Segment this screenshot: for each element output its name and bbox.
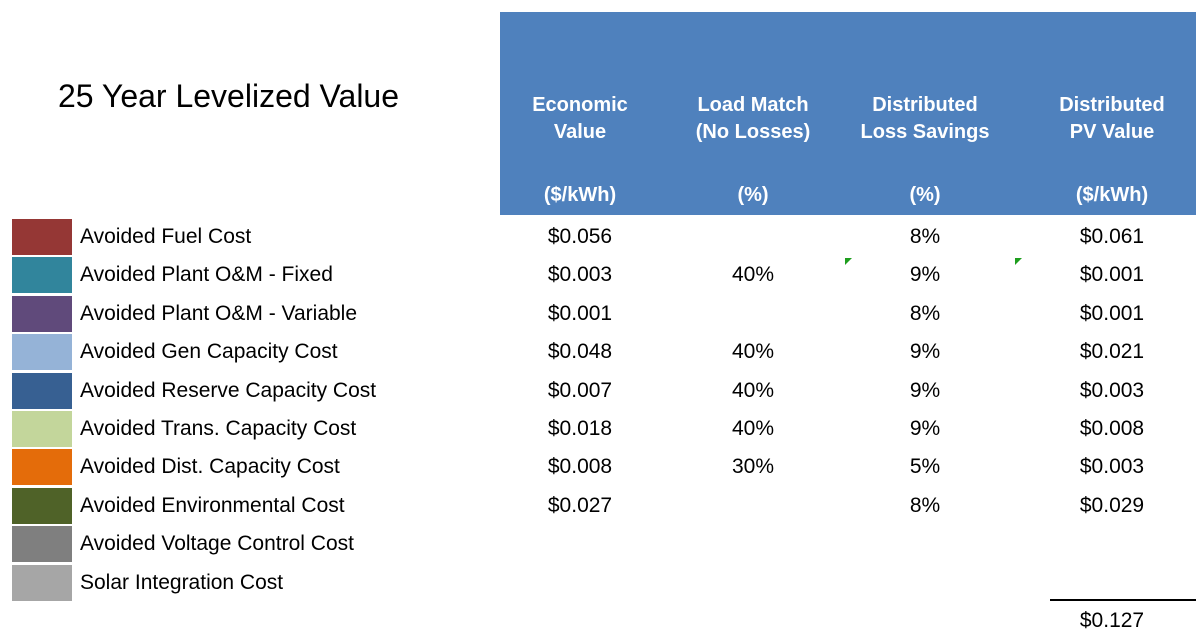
row-label: Avoided Voltage Control Cost bbox=[80, 532, 354, 556]
cell: 40% bbox=[731, 340, 775, 364]
cell: $0.018 bbox=[547, 417, 613, 440]
column-unit: ($/kWh) bbox=[1075, 184, 1149, 206]
title: 25 Year Levelized Value bbox=[58, 78, 400, 114]
column-heading: Value bbox=[553, 121, 607, 143]
cell: 8% bbox=[909, 301, 941, 325]
color-swatch bbox=[12, 334, 72, 371]
row-label: Avoided Trans. Capacity Cost bbox=[80, 417, 357, 440]
cell: $0.003 bbox=[1079, 378, 1145, 402]
column-heading: (No Losses) bbox=[695, 121, 811, 143]
cell: $0.027 bbox=[547, 493, 613, 517]
cell: 9% bbox=[909, 378, 941, 402]
cell: $0.029 bbox=[1079, 493, 1145, 517]
row-label: Avoided Plant O&M - Variable bbox=[80, 301, 358, 325]
cell: 8% bbox=[909, 225, 941, 248]
column-unit: ($/kWh) bbox=[543, 184, 617, 206]
row-label: Avoided Fuel Cost bbox=[80, 225, 252, 248]
cell: $0.001 bbox=[547, 301, 613, 325]
cell: $0.021 bbox=[1079, 340, 1145, 364]
column-heading: Loss Savings bbox=[860, 121, 990, 143]
column-heading: Economic bbox=[532, 94, 628, 116]
header-band bbox=[500, 12, 1196, 215]
row-label: Solar Integration Cost bbox=[80, 570, 284, 594]
color-swatch bbox=[12, 487, 72, 524]
cell: $0.007 bbox=[547, 378, 613, 402]
color-swatch bbox=[12, 526, 72, 563]
column-heading: Distributed bbox=[1059, 94, 1165, 116]
comment-marker bbox=[845, 258, 852, 265]
row-label: Avoided Reserve Capacity Cost bbox=[80, 378, 377, 402]
cell: $0.001 bbox=[1079, 301, 1145, 325]
color-swatch bbox=[12, 564, 72, 601]
column-unit: (%) bbox=[909, 184, 941, 206]
row-label: Avoided Plant O&M - Fixed bbox=[80, 263, 333, 287]
color-swatch bbox=[12, 372, 72, 409]
cell: 9% bbox=[909, 417, 941, 440]
cell: $0.048 bbox=[547, 340, 613, 364]
total: $0.127 bbox=[1079, 609, 1145, 632]
column-heading: Distributed bbox=[872, 94, 978, 116]
cell: 9% bbox=[909, 340, 941, 364]
color-swatch bbox=[12, 295, 72, 332]
column-heading: Load Match bbox=[697, 94, 809, 116]
cell: $0.008 bbox=[1079, 417, 1145, 440]
color-swatch bbox=[12, 449, 72, 486]
cell: $0.003 bbox=[1079, 455, 1145, 479]
comment-marker bbox=[1015, 258, 1022, 265]
total-rule bbox=[1050, 599, 1196, 601]
cell: 30% bbox=[731, 455, 775, 479]
color-swatch bbox=[12, 411, 72, 447]
cell: $0.008 bbox=[547, 455, 613, 479]
cell: 9% bbox=[909, 263, 941, 287]
cell: $0.003 bbox=[547, 263, 613, 287]
cell: $0.056 bbox=[547, 225, 613, 248]
cell: 40% bbox=[731, 263, 775, 287]
color-swatch bbox=[12, 257, 72, 294]
row-label: Avoided Gen Capacity Cost bbox=[80, 340, 338, 364]
cell: $0.061 bbox=[1079, 225, 1145, 248]
column-unit: (%) bbox=[737, 184, 769, 206]
cell: 5% bbox=[909, 455, 941, 479]
column-heading: PV Value bbox=[1069, 121, 1155, 143]
row-label: Avoided Dist. Capacity Cost bbox=[80, 455, 340, 479]
cell: 8% bbox=[909, 493, 941, 517]
cell: 40% bbox=[731, 417, 775, 440]
cell: $0.001 bbox=[1079, 263, 1145, 287]
color-swatch bbox=[12, 219, 72, 255]
row-label: Avoided Environmental Cost bbox=[80, 493, 345, 517]
cell: 40% bbox=[731, 378, 775, 402]
